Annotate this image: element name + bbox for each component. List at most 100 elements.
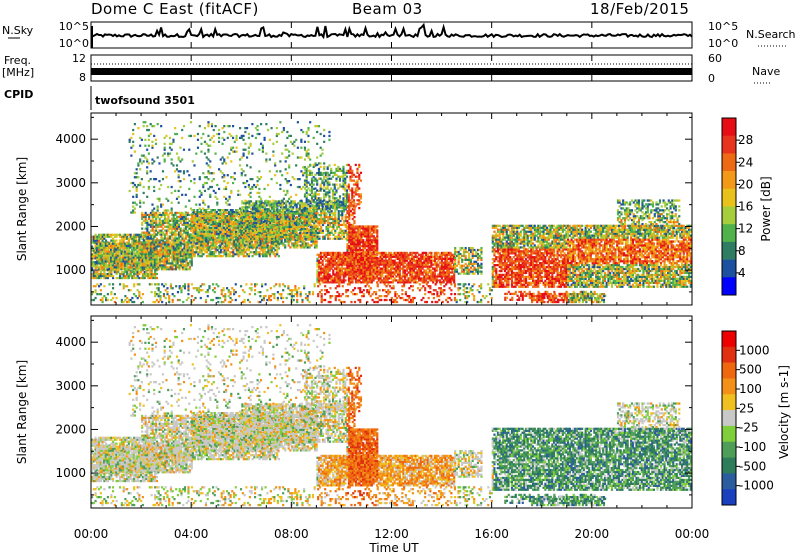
range-cell	[337, 231, 340, 234]
range-cell	[279, 219, 282, 223]
range-cell	[236, 220, 239, 224]
nsky-left-tick-top: 10^5	[59, 20, 89, 33]
range-cell	[160, 243, 163, 246]
range-cell	[136, 250, 139, 253]
range-cell	[315, 244, 318, 247]
range-cell	[171, 242, 174, 245]
range-cell	[221, 228, 224, 231]
range-cell	[198, 220, 201, 224]
range-cell	[183, 217, 186, 220]
range-cell	[196, 220, 199, 224]
range-cell	[278, 217, 281, 221]
range-cell	[106, 248, 109, 251]
range-cell	[177, 201, 180, 204]
range-cell	[160, 253, 163, 256]
range-cell	[99, 235, 102, 238]
range-cell	[277, 212, 280, 216]
range-cell	[208, 230, 211, 233]
range-cell	[142, 239, 145, 242]
range-cell	[247, 242, 250, 245]
range-cell	[181, 211, 184, 215]
cpid-label: CPID	[4, 88, 33, 101]
range-cell	[344, 217, 347, 221]
range-cell	[135, 185, 138, 189]
range-cell	[320, 227, 323, 231]
range-cell	[148, 271, 151, 274]
range-cell	[167, 237, 170, 240]
range-cell	[269, 210, 272, 213]
range-cell	[300, 202, 303, 205]
range-cell	[208, 226, 211, 229]
range-cell	[286, 217, 289, 221]
range-cell	[196, 132, 200, 136]
range-cell	[137, 162, 140, 165]
range-cell	[253, 235, 256, 238]
range-cell	[160, 239, 163, 242]
range-cell	[327, 235, 330, 238]
range-cell	[222, 238, 225, 241]
range-cell	[155, 276, 159, 280]
range-cell	[341, 212, 344, 215]
range-cell	[191, 249, 195, 252]
range-cell	[110, 244, 113, 247]
range-cell	[146, 243, 149, 246]
range-cell	[290, 229, 293, 232]
range-cell	[242, 242, 245, 245]
range-cell	[177, 249, 181, 252]
range-cell	[244, 219, 247, 223]
range-cell	[199, 209, 203, 212]
range-cell	[160, 235, 163, 238]
range-cell	[146, 225, 149, 228]
range-cell	[246, 249, 249, 252]
range-cell	[131, 262, 134, 265]
range-cell	[288, 204, 291, 207]
range-cell	[235, 236, 238, 239]
range-cell	[186, 221, 189, 224]
range-cell	[327, 233, 330, 236]
range-cell	[195, 203, 198, 206]
range-cell	[353, 219, 356, 223]
range-cell	[179, 180, 182, 183]
range-cell	[203, 152, 207, 155]
range-cell	[161, 203, 165, 206]
range-cell	[297, 225, 300, 229]
range-cell	[183, 268, 186, 271]
range-cell	[299, 246, 302, 249]
range-cell	[274, 229, 277, 232]
range-cell	[212, 218, 215, 222]
range-cell	[267, 235, 270, 238]
range-cell	[184, 211, 187, 214]
range-cell	[172, 225, 175, 228]
range-cell	[217, 246, 220, 249]
range-cell	[232, 251, 235, 254]
range-cell	[209, 138, 212, 141]
range-cell	[259, 244, 262, 247]
range-cell	[241, 235, 244, 238]
range-cell	[98, 237, 101, 240]
range-cell	[321, 210, 325, 213]
range-cell	[327, 217, 330, 221]
range-cell	[125, 268, 128, 271]
range-cell	[339, 237, 342, 240]
range-cell	[256, 244, 259, 247]
range-cell	[257, 204, 260, 207]
range-cell	[235, 249, 238, 252]
range-cell	[296, 244, 299, 247]
range-cell	[165, 134, 168, 138]
range-cell	[233, 214, 236, 218]
range-cell	[229, 242, 232, 245]
range-cell	[150, 262, 153, 265]
range-cell	[103, 242, 106, 245]
range-cell	[119, 276, 122, 280]
range-cell	[288, 214, 291, 217]
range-cell	[242, 181, 245, 185]
range-cell	[146, 237, 149, 240]
range-cell	[169, 268, 172, 271]
range-cell	[144, 211, 147, 215]
range-cell	[176, 223, 179, 226]
range-cell	[104, 258, 107, 261]
range-cell	[139, 250, 142, 253]
range-cell	[222, 216, 225, 220]
range-cell	[246, 219, 249, 223]
range-cell	[269, 255, 272, 258]
